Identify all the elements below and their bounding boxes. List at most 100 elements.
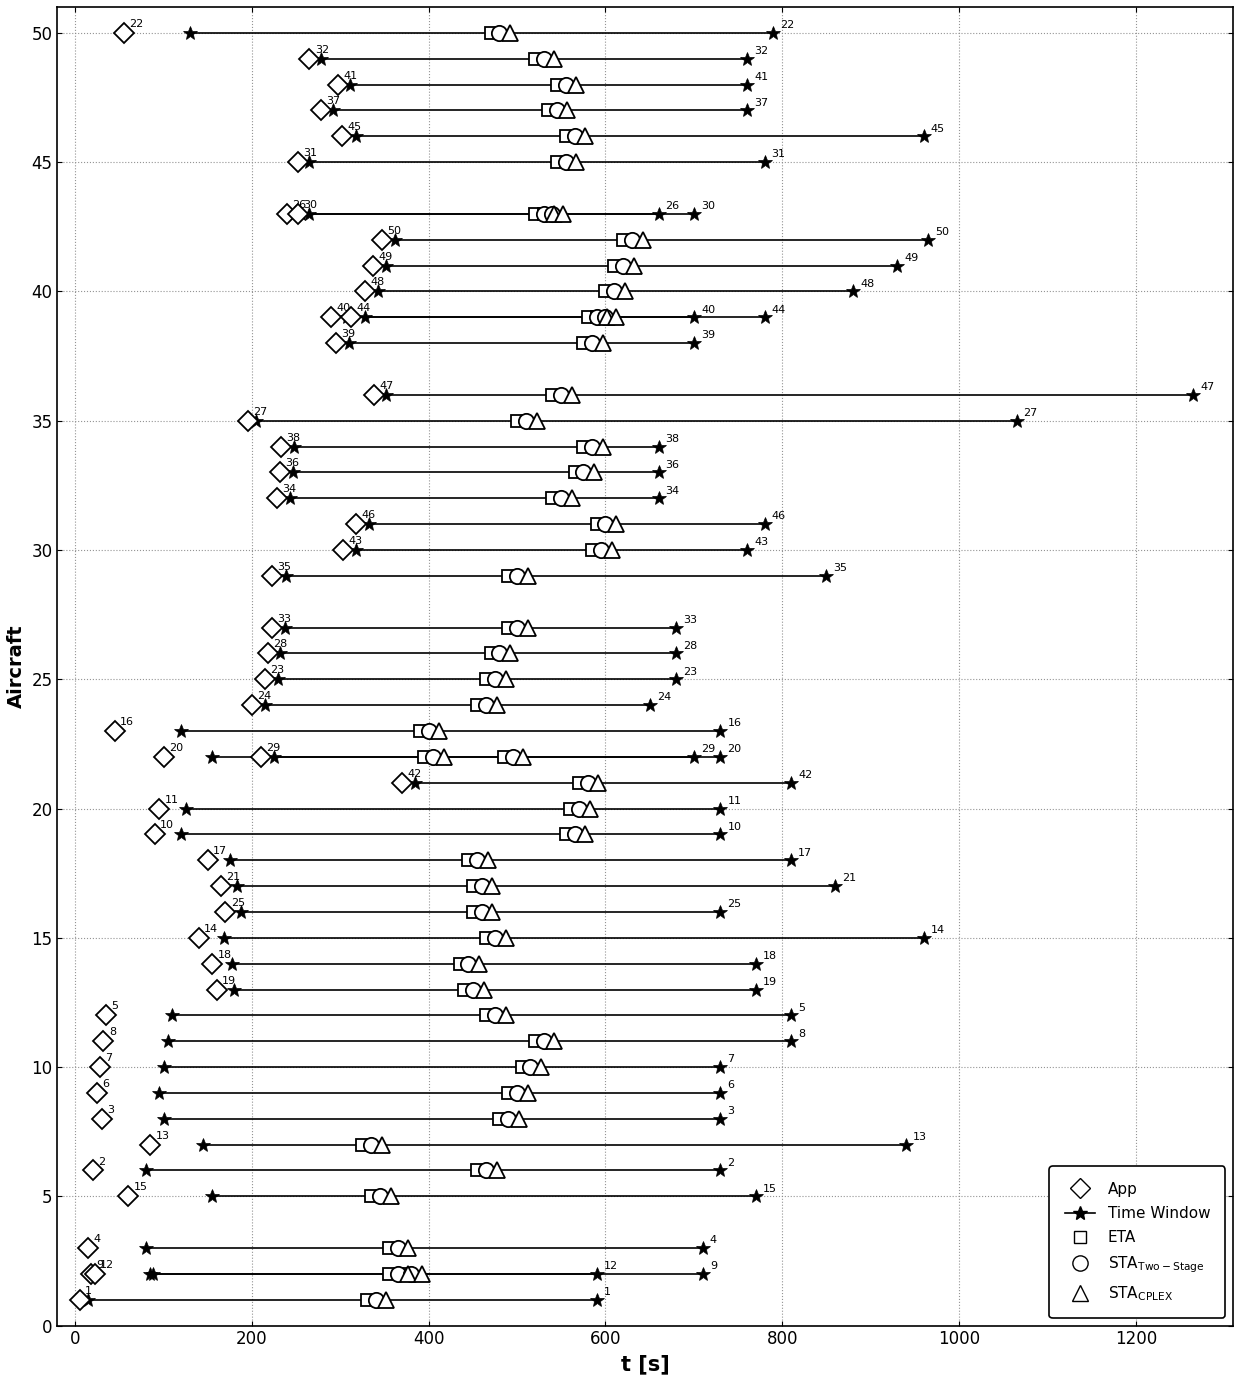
Text: 31: 31 — [304, 148, 317, 159]
Text: 33: 33 — [683, 615, 697, 626]
Text: 43: 43 — [348, 536, 362, 545]
Text: 28: 28 — [273, 639, 288, 649]
Text: 4: 4 — [709, 1236, 717, 1246]
Text: 11: 11 — [165, 794, 179, 805]
Text: 40: 40 — [337, 304, 351, 313]
Text: 13: 13 — [913, 1132, 928, 1142]
Text: 39: 39 — [701, 330, 715, 341]
Text: 30: 30 — [701, 202, 715, 211]
Text: 44: 44 — [771, 305, 786, 315]
Text: 5: 5 — [112, 1001, 118, 1011]
Text: 6: 6 — [103, 1079, 109, 1090]
Text: 25: 25 — [728, 899, 742, 909]
Text: 50: 50 — [387, 225, 402, 236]
Text: 20: 20 — [169, 743, 184, 753]
Text: 45: 45 — [347, 123, 362, 133]
Text: 6: 6 — [728, 1080, 734, 1091]
Text: 24: 24 — [657, 692, 671, 703]
Text: 32: 32 — [754, 46, 768, 57]
Text: 34: 34 — [281, 485, 296, 494]
Text: 27: 27 — [1023, 407, 1038, 418]
Text: 47: 47 — [1200, 383, 1215, 392]
Text: 50: 50 — [935, 226, 949, 238]
Text: 25: 25 — [231, 898, 244, 909]
Text: 33: 33 — [278, 613, 291, 624]
Text: 22: 22 — [780, 21, 795, 30]
Text: 7: 7 — [728, 1055, 734, 1065]
Text: 11: 11 — [728, 795, 742, 807]
Text: 16: 16 — [120, 717, 134, 726]
Text: 35: 35 — [833, 563, 847, 573]
Text: 42: 42 — [408, 769, 422, 779]
Text: 12: 12 — [100, 1259, 114, 1271]
Text: 21: 21 — [227, 873, 241, 882]
Text: 2: 2 — [98, 1157, 105, 1167]
Legend: App, Time Window, ETA, STA$_{\mathrm{Two-Stage}}$, STA$_{\mathrm{CPLEX}}$: App, Time Window, ETA, STA$_{\mathrm{Two… — [1049, 1167, 1225, 1317]
Text: 39: 39 — [341, 329, 356, 340]
Text: 8: 8 — [109, 1027, 115, 1037]
Text: 15: 15 — [134, 1182, 148, 1192]
Text: 3: 3 — [728, 1106, 734, 1116]
Text: 45: 45 — [931, 124, 945, 134]
Text: 26: 26 — [293, 200, 306, 210]
Text: 48: 48 — [861, 279, 874, 289]
Text: 42: 42 — [799, 771, 812, 780]
Text: 38: 38 — [666, 434, 680, 443]
Text: 36: 36 — [285, 458, 300, 468]
Text: 17: 17 — [213, 847, 227, 856]
X-axis label: t [s]: t [s] — [621, 1353, 670, 1374]
Text: 37: 37 — [326, 97, 340, 106]
Text: 10: 10 — [728, 822, 742, 831]
Text: 48: 48 — [371, 278, 384, 287]
Text: 31: 31 — [771, 149, 786, 159]
Text: 4: 4 — [94, 1235, 100, 1244]
Text: 19: 19 — [222, 975, 236, 986]
Text: 12: 12 — [604, 1261, 618, 1272]
Text: 26: 26 — [666, 202, 680, 211]
Text: 22: 22 — [129, 19, 144, 29]
Text: 21: 21 — [842, 874, 857, 884]
Text: 49: 49 — [378, 251, 393, 261]
Text: 44: 44 — [356, 304, 371, 313]
Text: 19: 19 — [763, 976, 777, 987]
Text: 34: 34 — [666, 486, 680, 496]
Text: 29: 29 — [701, 744, 715, 754]
Text: 18: 18 — [217, 950, 232, 960]
Text: 1: 1 — [84, 1286, 92, 1295]
Text: 28: 28 — [683, 641, 698, 650]
Text: 23: 23 — [683, 667, 697, 677]
Text: 14: 14 — [205, 924, 218, 934]
Text: 36: 36 — [666, 460, 680, 470]
Text: 23: 23 — [270, 666, 285, 675]
Text: 7: 7 — [105, 1054, 113, 1063]
Text: 49: 49 — [904, 253, 919, 262]
Text: 24: 24 — [257, 692, 272, 702]
Text: 2: 2 — [728, 1157, 734, 1168]
Text: 43: 43 — [754, 537, 768, 547]
Text: 14: 14 — [931, 925, 945, 935]
Text: 47: 47 — [379, 381, 393, 391]
Text: 38: 38 — [286, 432, 300, 443]
Text: 40: 40 — [701, 305, 715, 315]
Text: 3: 3 — [107, 1105, 114, 1114]
Text: 9: 9 — [709, 1261, 717, 1272]
Text: 27: 27 — [253, 407, 267, 417]
Text: 5: 5 — [799, 1003, 805, 1012]
Text: 32: 32 — [315, 44, 329, 55]
Text: 20: 20 — [728, 744, 742, 754]
Text: 29: 29 — [267, 743, 280, 753]
Text: 9: 9 — [97, 1259, 103, 1271]
Text: 41: 41 — [343, 70, 357, 80]
Text: 13: 13 — [155, 1131, 170, 1141]
Text: 15: 15 — [763, 1184, 776, 1193]
Text: 35: 35 — [278, 562, 291, 572]
Text: 41: 41 — [754, 72, 768, 81]
Text: 37: 37 — [754, 98, 768, 108]
Text: 10: 10 — [160, 820, 174, 830]
Text: 16: 16 — [728, 718, 742, 728]
Text: 1: 1 — [604, 1287, 611, 1297]
Text: 18: 18 — [763, 952, 777, 961]
Text: 46: 46 — [771, 511, 786, 522]
Y-axis label: Aircraft: Aircraft — [7, 624, 26, 708]
Text: 46: 46 — [362, 510, 376, 521]
